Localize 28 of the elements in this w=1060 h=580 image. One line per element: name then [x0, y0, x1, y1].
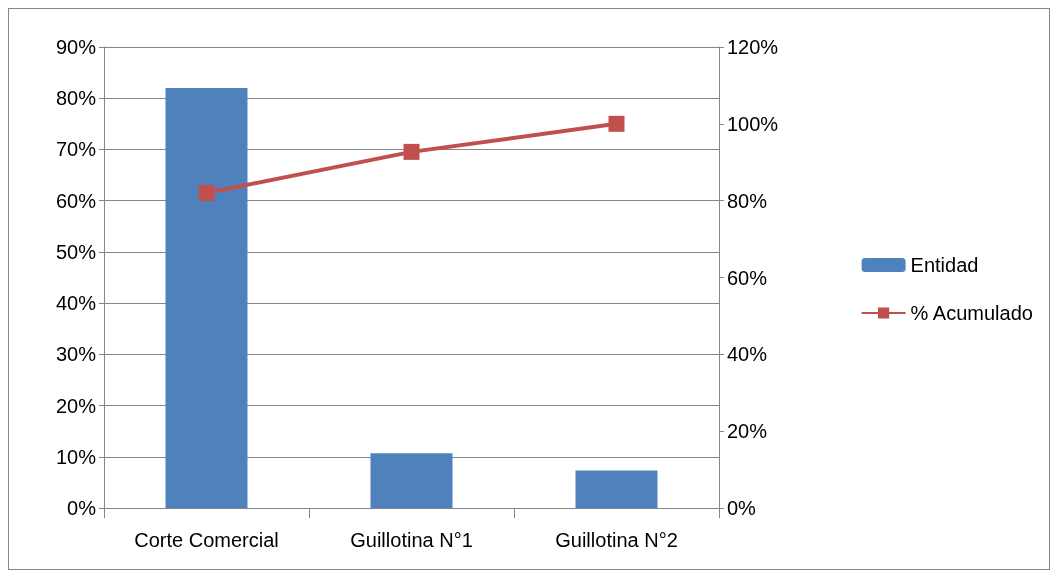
y2-tick-label: 0% — [727, 497, 757, 519]
y-tick-label: 10% — [55, 445, 97, 468]
y-tick-label: 0% — [67, 497, 97, 519]
bar — [575, 470, 658, 508]
y-tick-label: 80% — [55, 87, 97, 110]
point — [198, 184, 215, 201]
y-tick-label: 90% — [55, 36, 97, 58]
point — [608, 115, 625, 132]
legend-label: % Acumulado — [910, 302, 1033, 324]
y2-tick-label: 80% — [727, 189, 768, 212]
bar — [370, 453, 453, 508]
y-tick-label: 70% — [55, 138, 97, 161]
bar — [165, 87, 248, 508]
x-tick-label: Guillotina N°2 — [555, 529, 678, 551]
x-tick-label: Guillotina N°1 — [350, 529, 473, 551]
y2-tick-label: 20% — [727, 420, 768, 443]
y2-tick-label: 120% — [727, 36, 779, 58]
x-tick-label: Corte Comercial — [134, 529, 279, 551]
y2-tick-label: 60% — [727, 266, 768, 289]
y2-tick-label: 40% — [727, 343, 768, 366]
y2-tick-label: 100% — [727, 112, 779, 135]
y-tick-label: 50% — [55, 240, 97, 263]
legend-label: Entidad — [910, 254, 979, 276]
y-tick-label: 30% — [55, 343, 97, 366]
y-tick-label: 60% — [55, 189, 97, 212]
point — [403, 143, 420, 160]
y-tick-label: 40% — [55, 292, 97, 315]
y-tick-label: 20% — [55, 394, 97, 417]
